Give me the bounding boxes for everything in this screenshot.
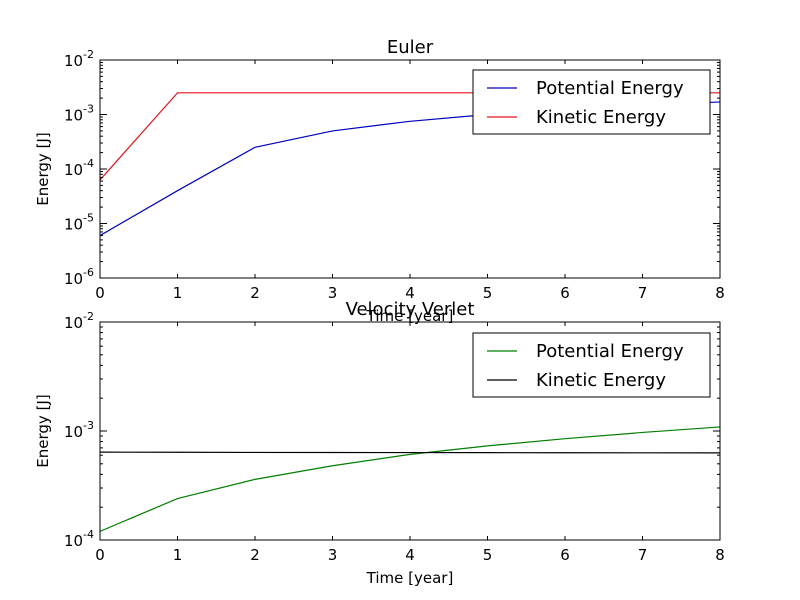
y-tick-exponent: -6 [83,266,94,279]
x-tick-label: 8 [715,284,725,302]
x-tick-label: 7 [638,284,648,302]
y-axis-label: Energy [J] [34,394,52,467]
y-tick-label: 10-6 [64,266,94,288]
x-tick-label: 0 [95,284,105,302]
chart-panel-1: 0 1 2 3 4 5 6 7 810-410-310-2 Velocity VerletTime… [34,299,725,587]
chart-title: Velocity Verlet [346,299,475,320]
x-axis-label: Time [year] [366,569,454,587]
x-tick-label: 1 [173,284,183,302]
y-tick-exponent: -2 [83,310,94,323]
x-tick-label: 2 [250,546,260,564]
legend-box [472,69,711,135]
legend-label: Kinetic Energy [536,107,666,128]
y-tick-label: 10-4 [64,528,94,550]
y-tick-exponent: -5 [83,212,94,225]
legend: Potential Energy Kinetic Energy [472,69,711,135]
legend: Potential Energy Kinetic Energy [472,332,711,398]
y-tick-exponent: -2 [83,48,94,61]
x-tick-label: 4 [405,284,415,302]
legend-label: Potential Energy [536,341,684,362]
y-tick-label: 10-4 [64,157,94,179]
x-tick-label: 8 [715,546,725,564]
y-tick-base: 10 [64,107,83,125]
x-tick-label: 1 [173,546,183,564]
y-tick-base: 10 [64,161,83,179]
y-tick-label: 10-3 [64,419,94,441]
x-tick-label: 3 [328,284,338,302]
series-line-potential-energy [100,426,720,532]
x-tick-label: 5 [483,546,493,564]
y-axis-label: Energy [J] [34,132,52,205]
x-tick-label: 0 [95,546,105,564]
x-tick-label: 6 [560,284,570,302]
y-tick-base: 10 [64,216,83,234]
x-axis-label: Time [year] [366,307,454,325]
chart-title: Euler [387,37,434,58]
x-tick-label: 7 [638,546,648,564]
y-tick-exponent: -4 [83,528,94,541]
y-tick-label: 10-2 [64,48,94,70]
x-tick-label: 6 [560,546,570,564]
y-tick-exponent: -4 [83,157,94,170]
y-tick-label: 10-3 [64,103,94,125]
y-tick-label: 10-2 [64,310,94,332]
y-tick-exponent: -3 [83,419,94,432]
x-tick-label: 4 [405,546,415,564]
x-tick-label: 5 [483,284,493,302]
legend-box [472,332,711,398]
y-tick-base: 10 [64,423,83,441]
y-tick-label: 10-5 [64,212,94,234]
y-tick-base: 10 [64,52,83,70]
series-line-kinetic-energy [100,451,720,454]
y-tick-base: 10 [64,314,83,332]
x-tick-label: 3 [328,546,338,564]
y-tick-exponent: -3 [83,103,94,116]
x-tick-label: 2 [250,284,260,302]
legend-label: Kinetic Energy [536,370,666,391]
y-tick-base: 10 [64,270,83,288]
y-tick-base: 10 [64,532,83,550]
legend-label: Potential Energy [536,78,684,99]
